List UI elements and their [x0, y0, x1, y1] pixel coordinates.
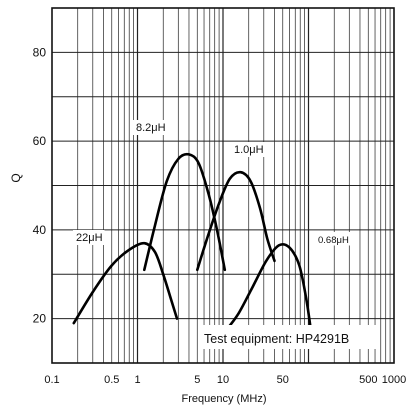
y-axis-label: Q — [9, 173, 23, 182]
y-tick-label: 60 — [33, 134, 47, 148]
x-tick-label: 1000 — [382, 374, 406, 386]
x-tick-label: 1 — [134, 374, 140, 386]
series-label: 0.68μH — [318, 235, 349, 246]
series-curves — [72, 152, 314, 340]
plot-frame — [51, 7, 395, 364]
annotation-text: Test equipment: HP4291B — [204, 332, 349, 346]
series-curve — [72, 241, 179, 325]
x-tick-label: 500 — [359, 374, 377, 386]
x-tick-labels: 0.1 0.5 1 5 10 50 500 1000 — [44, 374, 406, 386]
series-label: 8.2μH — [136, 122, 166, 134]
x-axis-label: Frequency (MHz) — [182, 393, 267, 405]
y-tick-label: 80 — [33, 45, 47, 59]
x-tick-label: 0.5 — [104, 374, 119, 386]
x-tick-label: 0.1 — [44, 374, 59, 386]
series-curve — [221, 242, 314, 340]
series-label: 1.0μH — [234, 144, 264, 156]
series-labels: 8.2μH 1.0μH 22μH 0.68μH — [73, 120, 355, 246]
y-tick-label: 40 — [33, 223, 47, 237]
series-curve — [196, 170, 276, 272]
grid-lines — [52, 8, 394, 363]
series-label-bg — [231, 142, 269, 157]
series-label-bg — [73, 230, 105, 245]
series-label-bg — [133, 120, 171, 135]
y-tick-labels: 20 40 60 80 — [33, 45, 47, 325]
annotation-box — [200, 325, 376, 349]
x-tick-label: 5 — [194, 374, 200, 386]
series-label: 22μH — [76, 232, 103, 244]
x-tick-label: 10 — [217, 374, 229, 386]
series-label-bg — [315, 232, 355, 246]
x-tick-label: 50 — [277, 374, 289, 386]
y-tick-label: 20 — [33, 312, 47, 326]
